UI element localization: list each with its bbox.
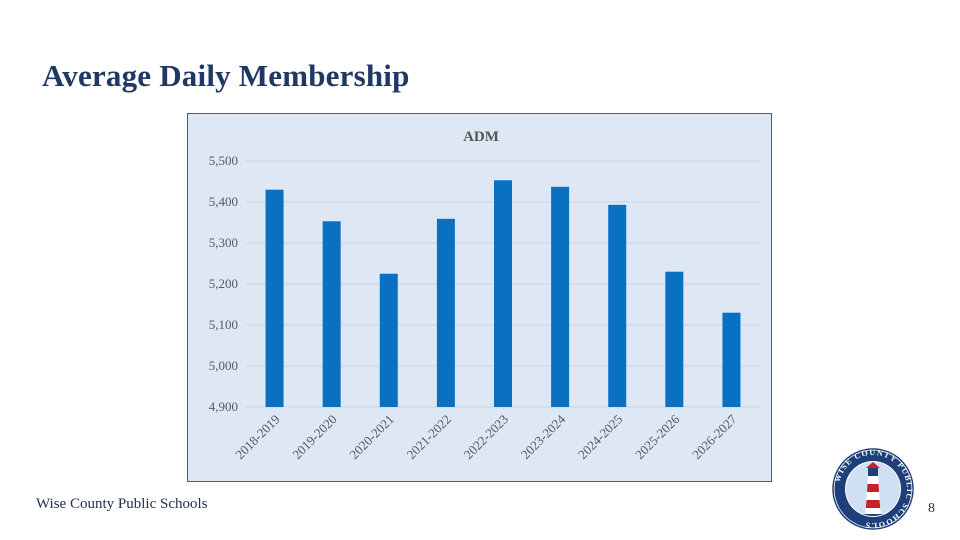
x-tick-label: 2018-2019: [232, 412, 282, 462]
x-tick-label: 2023-2024: [518, 411, 569, 462]
page-number: 8: [928, 501, 935, 516]
bar: [665, 271, 684, 407]
bar: [436, 218, 455, 407]
x-tick-label: 2026-2027: [689, 411, 740, 462]
x-tick-label: 2021-2022: [404, 412, 454, 462]
bar: [608, 204, 627, 407]
bar: [379, 273, 398, 407]
y-tick-label: 5,400: [209, 194, 238, 209]
bar: [551, 186, 570, 407]
chart-svg: ADM 4,9005,0005,1005,2005,3005,4005,500 …: [209, 129, 760, 462]
y-tick-label: 5,200: [209, 276, 238, 291]
slide-title: Average Daily Membership: [42, 58, 410, 93]
chart-title: ADM: [463, 129, 499, 145]
y-tick-label: 4,900: [209, 399, 238, 414]
bar: [722, 312, 741, 407]
bar: [494, 180, 512, 407]
x-tick-label: 2020-2021: [346, 412, 396, 462]
x-axis-ticks: 2018-2019 2019-2020 2020-2021 2021-2022 2022…: [232, 411, 740, 462]
y-tick-label: 5,000: [209, 358, 238, 373]
adm-chart: ADM 4,900 5,000 5,100 5,200 5,300 5,400 5,500 …: [187, 113, 772, 482]
bar: [322, 221, 341, 407]
footer-organization: Wise County Public Schools: [36, 496, 208, 512]
bars: [265, 180, 741, 407]
bar: [265, 189, 284, 407]
y-tick-label: 5,300: [209, 235, 238, 250]
x-tick-label: 2024-2025: [575, 412, 625, 462]
school-logo: WISE COUNTY PUBLIC SCHOOLS: [832, 448, 914, 530]
y-axis-ticks: 4,900 5,000 5,100 5,200 5,300 5,400 5,500: [209, 153, 238, 414]
x-tick-label: 2019-2020: [289, 412, 339, 462]
y-tick-label: 5,500: [209, 153, 238, 168]
y-tick-label: 5,100: [209, 317, 238, 332]
x-tick-label: 2025-2026: [632, 411, 683, 462]
x-tick-label: 2022-2023: [461, 412, 511, 462]
